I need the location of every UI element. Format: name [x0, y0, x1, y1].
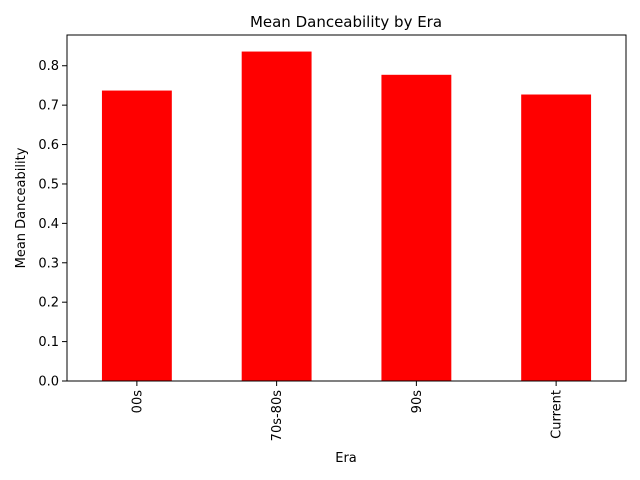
y-tick-label: 0.5 — [38, 177, 59, 192]
y-tick-label: 0.3 — [38, 256, 59, 271]
bar-70s-80s — [241, 51, 312, 382]
y-tick-label: 0.1 — [38, 335, 59, 350]
x-axis-title: Era — [335, 451, 357, 466]
x-tick-label: 70s-80s — [270, 390, 285, 442]
x-tick-label: 90s — [410, 390, 425, 414]
x-tick-label: 00s — [130, 390, 145, 414]
y-tick-label: 0.4 — [38, 217, 59, 232]
y-tick-label: 0.2 — [38, 296, 59, 311]
y-tick-label: 0.7 — [38, 99, 59, 114]
bar-90s — [381, 74, 452, 382]
x-tick-label: Current — [550, 390, 565, 439]
plot-area: 0.0 0.1 0.2 0.3 0.4 0.5 0.6 0.7 0.8 00s 70s-80s 90s… — [38, 34, 627, 442]
chart-title: Mean Danceability by Era — [250, 13, 442, 31]
bar-current — [521, 94, 592, 381]
y-tick-label: 0.6 — [38, 138, 59, 153]
plot-frame — [66, 34, 627, 382]
y-axis-title: Mean Danceability — [14, 147, 29, 268]
y-tick-label: 0.8 — [38, 59, 59, 74]
y-tick-label: 0.0 — [38, 375, 59, 390]
bar-00s — [101, 90, 172, 381]
